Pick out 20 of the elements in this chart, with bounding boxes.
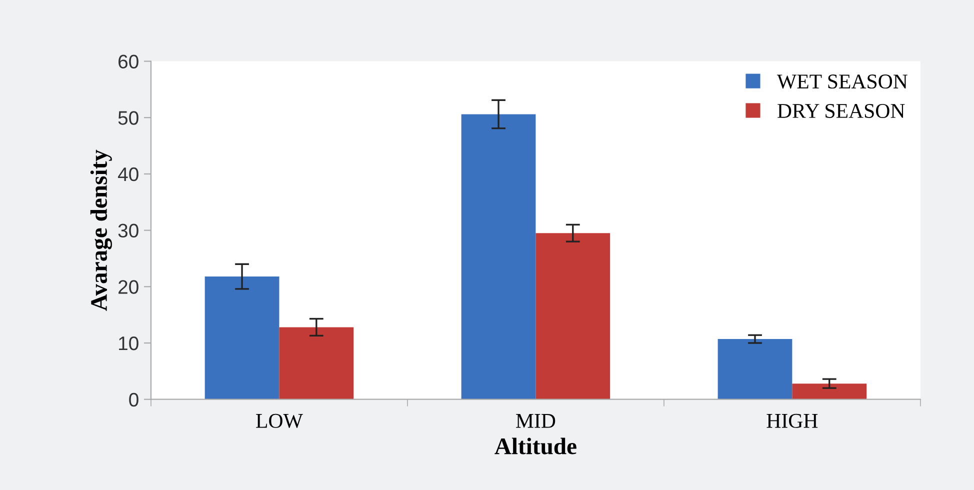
y-tick-label: 30 (118, 224, 138, 238)
y-tick-label: 0 (129, 392, 138, 407)
bar (792, 384, 867, 400)
y-tick-label: 60 (118, 54, 138, 68)
x-tick-label: LOW (256, 414, 303, 428)
bar (718, 339, 792, 400)
y-axis-title: Avarage density (90, 150, 112, 311)
y-tick-label: 10 (119, 336, 138, 350)
x-tick-label: MID (516, 414, 556, 428)
bar (461, 114, 536, 400)
bar (536, 233, 610, 400)
x-axis-title: Altitude (494, 438, 576, 454)
y-tick-label: 50 (118, 111, 138, 125)
bar (279, 327, 354, 400)
y-tick-label: 20 (118, 280, 138, 294)
x-tick-label: HIGH (766, 414, 818, 428)
bar (204, 276, 280, 400)
legend-label: WET SEASON (776, 74, 908, 89)
legend-label: DRY SEASON (778, 104, 905, 118)
y-tick-label: 40 (118, 167, 138, 182)
